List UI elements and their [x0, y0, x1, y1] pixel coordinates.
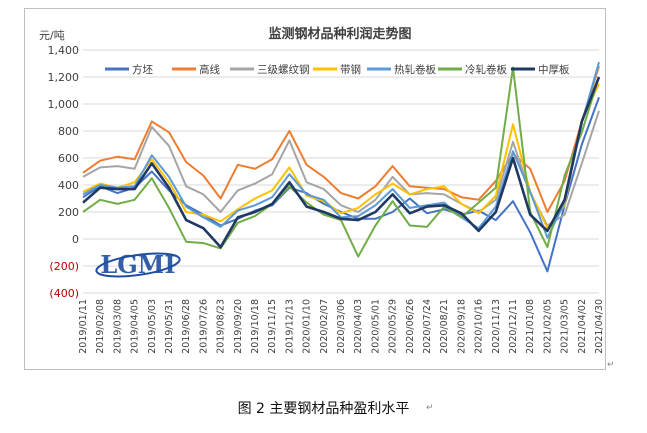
y-tick-label: (200) [49, 260, 79, 273]
y-tick-label: 0 [72, 233, 79, 246]
x-tick-label: 2019/11/15 [267, 299, 278, 354]
legend: 方坯 高线 三级螺纹钢 带钢 热轧卷板 冷轧卷板 中厚板 [105, 63, 570, 76]
x-tick-label: 2019/02/08 [95, 299, 106, 354]
chart-svg: 监测钢材品种利润走势图 元/吨 (400) (200) 0 200 400 600 800 1… [39, 26, 605, 354]
x-tick-label: 2020/02/07 [319, 299, 330, 354]
x-tick-labels: 2019/01/11 2019/02/08 2019/03/08 2019/04/05… [78, 299, 605, 354]
x-tick-label: 2019/03/08 [112, 299, 123, 354]
x-tick-label: 2020/07/24 [422, 299, 433, 354]
logo-text: LGMI [100, 250, 175, 279]
x-tick-label: 2020/12/11 [508, 299, 519, 354]
x-tick-label: 2021/02/05 [542, 299, 553, 354]
y-tick-label: 400 [58, 179, 79, 192]
series-line-4 [82, 61, 600, 239]
y-tick-label: 1,000 [48, 98, 80, 111]
x-tick-label: 2020/11/13 [491, 299, 502, 354]
y-tick-label: 200 [58, 206, 79, 219]
x-tick-label: 2019/04/05 [130, 299, 141, 354]
chart-frame: 监测钢材品种利润走势图 元/吨 (400) (200) 0 200 400 600 800 1… [24, 8, 606, 370]
x-tick-label: 2020/04/03 [353, 299, 364, 354]
chart-title: 监测钢材品种利润走势图 [268, 26, 411, 42]
x-tick-label: 2020/03/06 [336, 299, 347, 354]
series-line-3 [82, 83, 600, 230]
lgmi-logo: LGMI [95, 250, 181, 279]
figure-caption: 图 2 主要钢材品种盈利水平 [237, 401, 410, 417]
y-tick-label: 600 [58, 152, 79, 165]
caption-return-mark: ↵ [426, 403, 434, 413]
legend-label-0: 方坯 [132, 63, 153, 76]
y-tick-label: 1,200 [48, 71, 80, 84]
y-axis-label: 元/吨 [39, 29, 65, 42]
legend-label-2: 三级螺纹钢 [257, 63, 310, 76]
legend-label-6: 中厚板 [538, 63, 570, 76]
y-tick-label: (400) [49, 287, 79, 300]
x-tick-label: 2020/05/29 [388, 299, 399, 354]
x-tick-label: 2019/09/20 [233, 299, 244, 354]
x-tick-label: 2020/09/18 [456, 299, 467, 354]
x-tick-label: 2020/08/21 [439, 299, 450, 354]
x-tick-label: 2019/08/23 [216, 299, 227, 354]
x-tick-label: 2021/03/05 [560, 299, 571, 354]
x-tick-label: 2021/01/08 [525, 299, 536, 354]
series-line-6 [82, 76, 601, 249]
series-line-2 [82, 110, 600, 227]
x-tick-label: 2021/04/30 [594, 299, 605, 354]
x-tick-label: 2019/05/03 [147, 299, 158, 354]
gridlines [83, 49, 599, 294]
x-tick-label: 2019/07/26 [198, 299, 209, 354]
logo-swoosh [95, 252, 181, 278]
y-tick-label: 800 [58, 125, 79, 138]
x-tick-label: 2019/05/31 [164, 299, 175, 354]
x-tick-label: 2019/10/18 [250, 299, 261, 354]
x-tick-label: 2021/04/02 [577, 299, 588, 354]
x-tick-label: 2020/01/10 [302, 299, 313, 354]
x-tick-label: 2019/12/13 [284, 299, 295, 354]
x-tick-label: 2020/10/16 [474, 299, 485, 354]
legend-label-3: 带钢 [340, 63, 361, 76]
x-tick-label: 2019/06/28 [181, 299, 192, 354]
x-tick-label: 2019/01/11 [78, 299, 89, 354]
y-tick-label: 1,400 [48, 44, 80, 57]
x-tick-label: 2020/06/26 [405, 299, 416, 354]
return-mark: ↵ [607, 360, 615, 370]
y-tick-labels: (400) (200) 0 200 400 600 800 1,000 1,200 1,400 [48, 44, 80, 300]
x-tick-label: 2020/05/01 [370, 299, 381, 354]
legend-label-5: 冷轧卷板 [465, 63, 507, 76]
legend-label-4: 热轧卷板 [394, 63, 436, 76]
series-lines [82, 61, 601, 273]
legend-label-1: 高线 [199, 63, 220, 76]
